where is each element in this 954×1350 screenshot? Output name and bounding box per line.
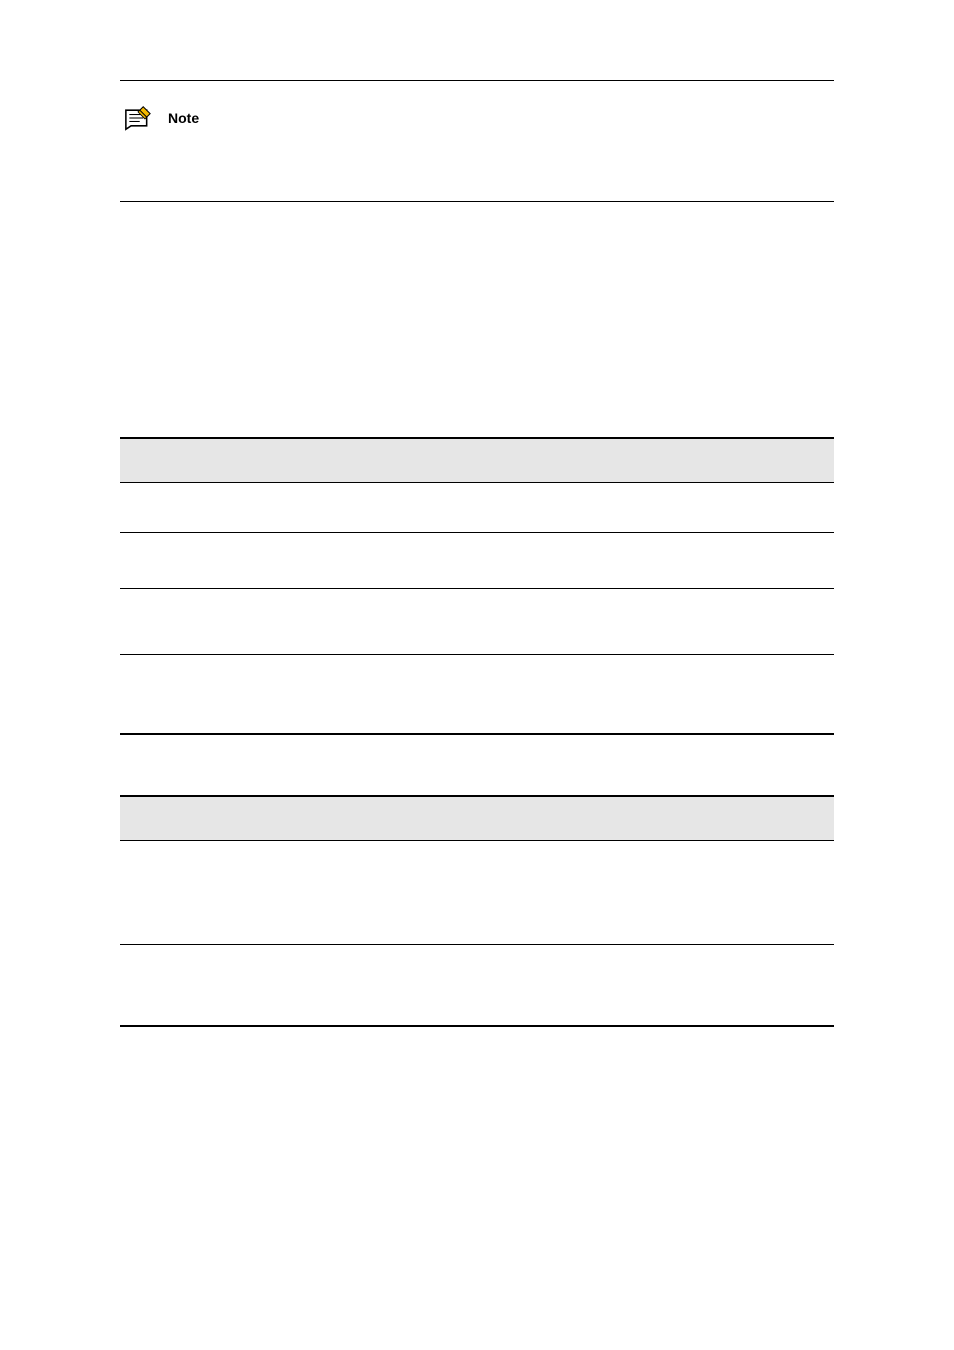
table-2-col-2-header [320,796,748,840]
table-row [120,532,834,588]
table-cell [363,654,599,734]
note-callout: Note [120,105,834,131]
table-1 [120,437,834,735]
table-cell [320,840,748,944]
table-cell [120,482,363,532]
top-horizontal-rule [120,80,834,81]
table-cell [120,654,363,734]
table-row [120,944,834,1026]
note-icon [120,105,156,131]
table-cell [363,588,599,654]
table-row [120,482,834,532]
table-cell [363,482,599,532]
table-cell [598,532,834,588]
spacer [120,202,834,437]
table-2-header-row [120,796,834,840]
table-2-col-1-header [120,796,320,840]
table-cell [363,532,599,588]
table-1-col-3-header [598,438,834,482]
table-cell [598,588,834,654]
table-cell [748,840,834,944]
table-cell [120,944,320,1026]
table-cell [120,840,320,944]
table-1-header-row [120,438,834,482]
table-1-col-1-header [120,438,363,482]
table-cell [598,654,834,734]
note-label: Note [168,110,199,126]
table-row [120,840,834,944]
table-cell [598,482,834,532]
table-cell [320,944,748,1026]
table-cell [120,588,363,654]
table-1-col-2-header [363,438,599,482]
table-2-col-3-header [748,796,834,840]
table-row [120,588,834,654]
table-cell [748,944,834,1026]
table-row [120,654,834,734]
table-2 [120,795,834,1027]
page: Note [0,0,954,1127]
table-cell [120,532,363,588]
